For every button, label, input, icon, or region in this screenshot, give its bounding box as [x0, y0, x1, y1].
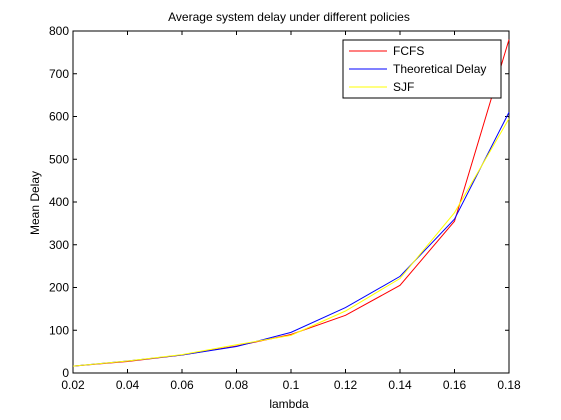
x-tick-label: 0.06	[170, 378, 194, 392]
x-axis-label: lambda	[269, 397, 309, 411]
y-tick-label: 200	[49, 281, 69, 295]
legend: FCFS Theoretical Delay SJF	[342, 39, 502, 99]
y-tick-label: 100	[49, 323, 69, 337]
x-tick-label: 0.08	[225, 378, 249, 392]
y-tick-label: 500	[49, 152, 69, 166]
y-tick-label: 400	[49, 195, 69, 209]
y-tick-label: 600	[49, 110, 69, 124]
y-tick-label: 300	[49, 238, 69, 252]
y-tick-label: 0	[62, 366, 69, 380]
y-axis-label: Mean Delay	[28, 171, 42, 235]
x-axis: 0.02 0.04 0.06 0.08 0.1 0.12 0.14 0.16 0.18	[61, 31, 521, 392]
legend-label: Theoretical Delay	[393, 62, 486, 76]
y-axis: 0 100 200 300 400 500 600 700 800	[49, 24, 509, 380]
series-lines	[72, 39, 510, 367]
y-tick-label: 700	[49, 67, 69, 81]
x-tick-label: 0.04	[116, 378, 140, 392]
x-tick-label: 0.16	[443, 378, 467, 392]
series-line-sjf	[72, 118, 510, 367]
x-tick-label: 0.18	[497, 378, 521, 392]
legend-label: FCFS	[393, 44, 424, 58]
x-tick-label: 0.12	[334, 378, 358, 392]
legend-label: SJF	[393, 80, 414, 94]
x-tick-label: 0.02	[61, 378, 85, 392]
x-tick-label: 0.1	[283, 378, 300, 392]
x-tick-label: 0.14	[388, 378, 412, 392]
y-tick-label: 800	[49, 24, 69, 38]
chart-title: Average system delay under different pol…	[168, 10, 410, 24]
